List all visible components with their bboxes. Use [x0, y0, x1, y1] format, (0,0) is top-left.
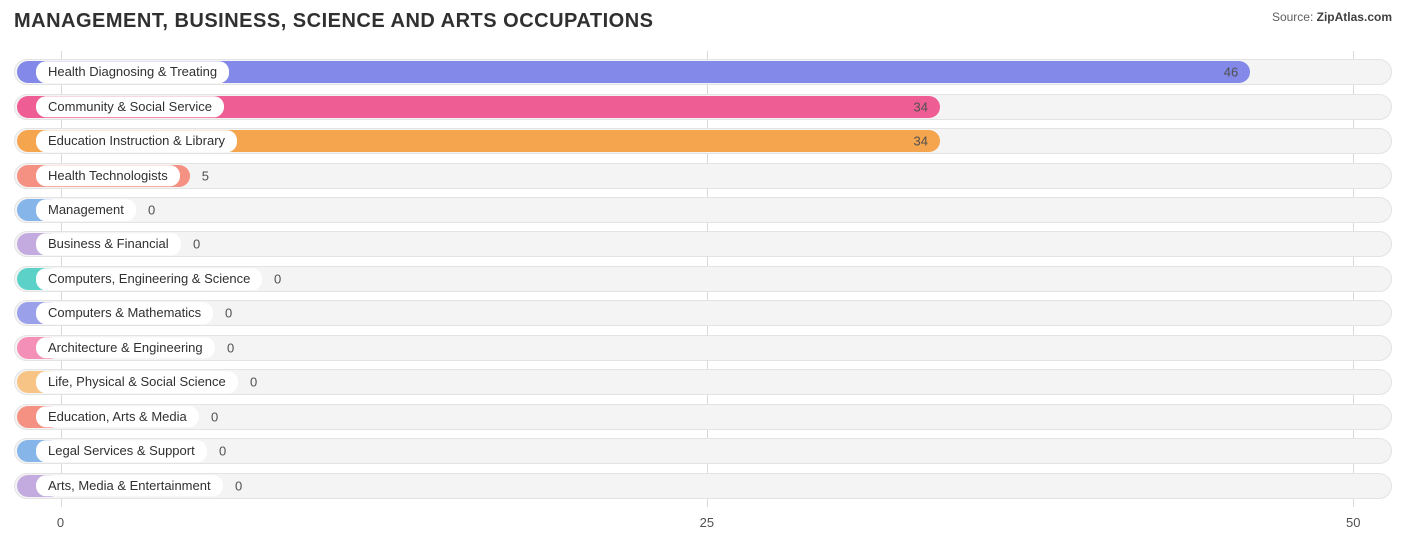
chart-area: Health Diagnosing & Treating 46 Community …	[14, 43, 1392, 533]
bar-rows: Health Diagnosing & Treating 46 Community …	[14, 51, 1392, 507]
bar-row: Life, Physical & Social Science 0	[14, 368, 1392, 396]
bar-label: Computers & Mathematics	[36, 303, 213, 325]
bar-value: 5	[202, 168, 209, 183]
bar-value: 46	[1224, 65, 1238, 80]
bar-value: 0	[148, 203, 155, 218]
bar-row: Community & Social Service 34	[14, 93, 1392, 121]
bar-value: 0	[219, 444, 226, 459]
bar-value: 0	[193, 237, 200, 252]
bar-label: Arts, Media & Entertainment	[36, 475, 223, 497]
bar-label: Community & Social Service	[36, 96, 224, 118]
source-attribution: Source: ZipAtlas.com	[1272, 10, 1392, 24]
bar-row: Management 0	[14, 196, 1392, 224]
bar-value: 0	[225, 306, 232, 321]
bar-track	[14, 163, 1392, 189]
bar-label: Business & Financial	[36, 234, 181, 256]
bar-track	[14, 197, 1392, 223]
bar-label: Architecture & Engineering	[36, 337, 215, 359]
bar-label: Life, Physical & Social Science	[36, 372, 238, 394]
bar-label: Education Instruction & Library	[36, 130, 237, 152]
bar-value: 34	[914, 134, 928, 149]
bar-value: 0	[274, 271, 281, 286]
bar-track	[14, 404, 1392, 430]
bar-value: 0	[235, 478, 242, 493]
bar-label: Management	[36, 199, 136, 221]
source-name: ZipAtlas.com	[1317, 10, 1392, 24]
bar-label: Health Diagnosing & Treating	[36, 61, 229, 83]
bar-value: 0	[227, 340, 234, 355]
x-tick: 50	[1346, 515, 1360, 530]
bar-row: Computers, Engineering & Science 0	[14, 265, 1392, 293]
x-tick: 25	[700, 515, 714, 530]
bar-row: Computers & Mathematics 0	[14, 299, 1392, 327]
x-axis: 0 25 50	[14, 513, 1392, 533]
bar-value: 34	[914, 99, 928, 114]
chart-title: MANAGEMENT, BUSINESS, SCIENCE AND ARTS O…	[14, 10, 653, 33]
bar-row: Architecture & Engineering 0	[14, 334, 1392, 362]
bar-value: 0	[250, 375, 257, 390]
x-tick: 0	[57, 515, 64, 530]
bar-track	[14, 300, 1392, 326]
bar-label: Legal Services & Support	[36, 440, 207, 462]
bar-track	[14, 335, 1392, 361]
bar-row: Education, Arts & Media 0	[14, 403, 1392, 431]
bar-label: Health Technologists	[36, 165, 180, 187]
bar-value: 0	[211, 409, 218, 424]
plot-region: Health Diagnosing & Treating 46 Community …	[14, 51, 1392, 507]
bar-row: Legal Services & Support 0	[14, 437, 1392, 465]
bar-row: Health Technologists 5	[14, 162, 1392, 190]
bar-label: Education, Arts & Media	[36, 406, 199, 428]
bar-row: Business & Financial 0	[14, 230, 1392, 258]
source-prefix: Source:	[1272, 10, 1317, 24]
bar-row: Health Diagnosing & Treating 46	[14, 58, 1392, 86]
bar-track	[14, 231, 1392, 257]
bar-row: Education Instruction & Library 34	[14, 127, 1392, 155]
bar-label: Computers, Engineering & Science	[36, 268, 262, 290]
bar-row: Arts, Media & Entertainment 0	[14, 472, 1392, 500]
